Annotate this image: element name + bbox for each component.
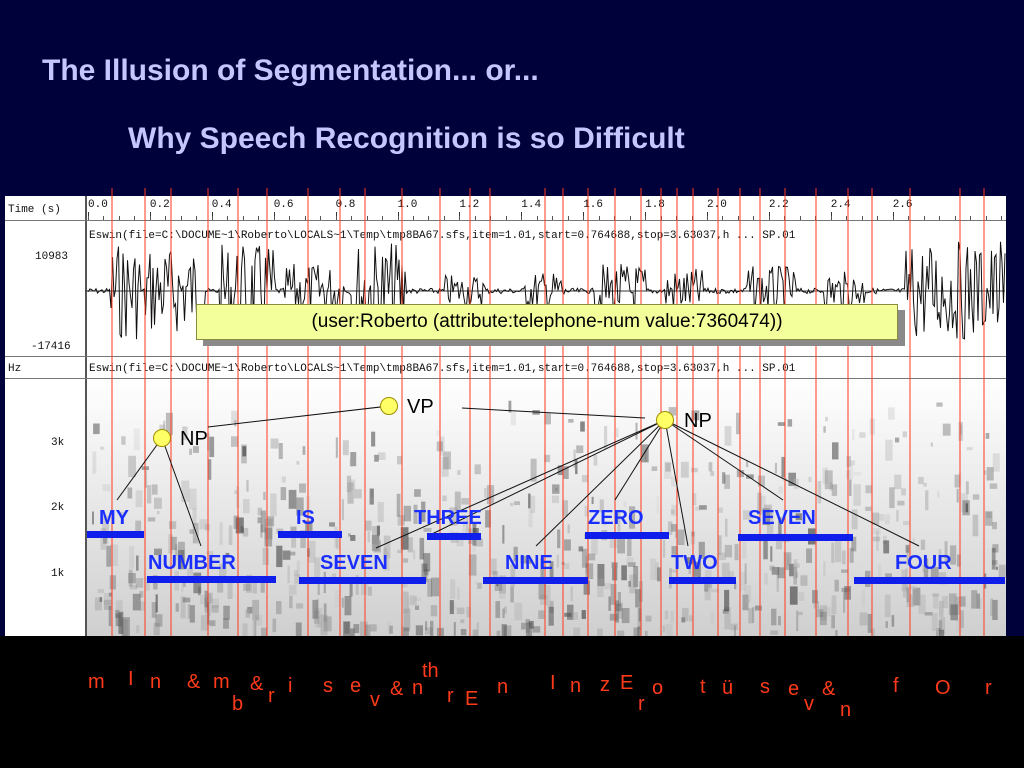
phoneme-label: i — [288, 675, 293, 697]
phoneme-label: th — [422, 660, 439, 682]
phoneme-label: I — [128, 668, 134, 690]
phoneme-label: s — [323, 675, 333, 697]
phoneme-label: O — [935, 677, 951, 699]
phoneme-label: v — [804, 693, 814, 715]
hz-label: Hz — [8, 363, 22, 375]
phoneme-label: & — [390, 678, 404, 700]
phoneme-label: t — [700, 676, 706, 698]
phoneme-label: n — [150, 671, 162, 693]
word-seven-1: SEVEN — [320, 552, 388, 574]
word-zero: ZERO — [588, 507, 644, 529]
amplitude-min: -17416 — [31, 341, 71, 353]
freq-tick-2k: 2k — [51, 502, 65, 514]
time-tick: 0.8 — [335, 199, 356, 211]
slide-title-line1: The Illusion of Segmentation... or... — [42, 54, 539, 87]
time-tick: 2.0 — [707, 199, 727, 211]
phoneme-label: r — [638, 693, 645, 715]
phoneme-label: m — [213, 671, 230, 693]
phoneme-label: b — [232, 693, 244, 715]
word-four: FOUR — [895, 552, 952, 574]
freq-tick-3k: 3k — [51, 437, 65, 449]
vp-label: VP — [407, 396, 434, 418]
phoneme-label: s — [760, 676, 770, 698]
slide-title-line2: Why Speech Recognition is so Difficult — [128, 122, 685, 155]
time-tick: 0.0 — [88, 199, 108, 211]
word-seven-2: SEVEN — [748, 507, 816, 529]
phoneme-label: n — [840, 699, 852, 721]
phoneme-label: v — [370, 689, 380, 711]
word-bar-nine — [483, 577, 588, 584]
phoneme-label: r — [268, 685, 275, 707]
word-number: NUMBER — [148, 552, 236, 574]
phoneme-label: E — [620, 672, 634, 694]
phoneme-label: z — [600, 674, 610, 696]
word-bar-seven-1 — [299, 577, 426, 584]
phoneme-label: e — [350, 675, 362, 697]
time-axis-label: Time (s) — [8, 204, 61, 216]
phoneme-label: r — [447, 685, 454, 707]
word-bar-three — [427, 533, 481, 540]
phoneme-label: o — [652, 677, 664, 699]
time-tick: 1.8 — [645, 199, 665, 211]
amplitude-max: 10983 — [35, 251, 69, 263]
speech-analysis-panel: Time (s) 0.0 0.2 0.4 0.6 0.8 1.0 1.2 1.4 1.6 1.8 2… — [5, 196, 1006, 636]
time-tick: 0.6 — [273, 199, 294, 211]
word-bar-zero — [585, 532, 669, 539]
phoneme-strip — [0, 636, 1024, 768]
phoneme-label: n — [412, 677, 424, 699]
phoneme-label: m — [88, 671, 105, 693]
np-label-left: NP — [180, 428, 208, 450]
spectrogram — [87, 379, 1006, 636]
phoneme-label: I — [550, 672, 556, 694]
word-bar-number — [147, 576, 276, 583]
time-tick: 0.2 — [149, 199, 170, 211]
time-tick: 2.4 — [830, 199, 851, 211]
np-node-left — [153, 429, 171, 447]
time-tick: 1.2 — [459, 199, 480, 211]
word-bar-seven-2 — [738, 534, 853, 541]
word-bar-is — [278, 531, 342, 538]
phoneme-label: f — [893, 675, 899, 697]
vp-node — [380, 397, 398, 415]
time-tick: 2.6 — [892, 199, 913, 211]
phoneme-label: n — [570, 675, 582, 697]
word-is: IS — [296, 507, 315, 529]
phoneme-label: n — [497, 676, 509, 698]
word-two: TWO — [671, 552, 718, 574]
np-label-right: NP — [684, 410, 712, 432]
word-bar-my — [87, 531, 144, 538]
word-nine: NINE — [505, 552, 553, 574]
phoneme-label: & — [187, 671, 201, 693]
phoneme-label: E — [465, 688, 479, 710]
time-tick: 2.2 — [768, 199, 789, 211]
np-node-right — [656, 411, 674, 429]
word-bar-two — [669, 577, 736, 584]
time-tick: 0.4 — [211, 199, 232, 211]
waveform-header: Eswin(file=C:\DOCUME~1\Roberto\LOCALS~1\… — [89, 230, 796, 242]
spectrogram-header: Eswin(file=C:\DOCUME~1\Roberto\LOCALS~1\… — [89, 363, 796, 375]
phoneme-label: e — [788, 678, 800, 700]
word-three: THREE — [414, 507, 482, 529]
phoneme-label: & — [822, 678, 836, 700]
word-bar-four — [854, 577, 1005, 584]
phoneme-label: ü — [722, 677, 734, 699]
time-tick: 1.4 — [521, 199, 542, 211]
phoneme-label: & — [250, 673, 264, 695]
phoneme-label: r — [985, 677, 992, 699]
freq-tick-1k: 1k — [51, 568, 65, 580]
semantic-callout: (user:Roberto (attribute:telephone-num v… — [196, 304, 898, 340]
word-my: MY — [99, 507, 129, 529]
